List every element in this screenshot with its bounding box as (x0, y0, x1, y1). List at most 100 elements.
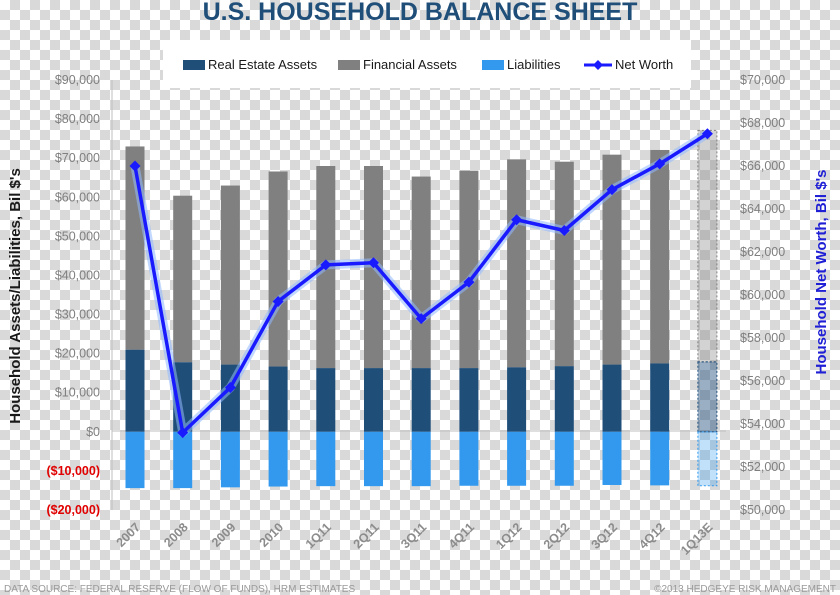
bar-financial-assets-2008 (173, 195, 193, 363)
right-tick-label: $70,000 (740, 73, 785, 87)
x-tick-label-2008: 2008 (161, 520, 191, 550)
net-worth-marker-2q11 (368, 257, 379, 269)
legend-label-net-worth: Net Worth (615, 57, 673, 72)
bar-real-estate-assets-2q11 (364, 368, 383, 432)
bar-series (125, 129, 718, 489)
legend-label-real-estate: Real Estate Assets (208, 57, 318, 72)
bar-financial-assets-3q11 (411, 176, 431, 369)
bar-real-estate-assets-3q12 (602, 364, 622, 432)
net-worth-marker-2009 (224, 381, 236, 393)
net-worth-series (129, 128, 713, 439)
right-axis-ticks: $70,000 $68,000 $66,000 $64,000 $62,000 $60,0… (740, 73, 785, 517)
bar-real-estate-assets-2007 (125, 349, 145, 432)
x-tick-label-2009: 2009 (209, 520, 239, 550)
bar-financial-assets-2009 (220, 185, 240, 365)
net-worth-marker-4q12 (654, 158, 666, 170)
bar-real-estate-assets-1q13e (697, 361, 718, 433)
bar-real-estate-assets-2010 (268, 366, 288, 432)
x-tick-label-4q12: 4Q12 (636, 520, 668, 552)
net-worth-marker-2007 (129, 160, 141, 172)
x-tick-label-2010: 2010 (257, 520, 287, 550)
bar-liabilities-4q12 (650, 431, 670, 486)
net-worth-marker-3q11 (415, 313, 427, 325)
left-tick-label: ($10,000) (46, 464, 100, 478)
bar-financial-assets-2q12 (554, 161, 574, 367)
right-tick-label: $52,000 (740, 460, 785, 474)
net-worth-marker-3q12 (606, 184, 618, 196)
chart-title: U.S. HOUSEHOLD BALANCE SHEET (203, 0, 638, 26)
bar-liabilities-2q12 (554, 431, 574, 486)
x-axis-ticks: 2007 2008 2009 2010 1Q11 2Q11 3Q11 4Q11 1Q12 2Q12… (114, 520, 716, 557)
left-tick-label: $60,000 (55, 190, 100, 204)
bar-financial-assets-3q12 (602, 154, 622, 365)
bar-financial-assets-4q12 (650, 149, 670, 364)
legend-swatch-real-estate (183, 60, 205, 70)
footer-copyright: ©2013 HEDGEYE RISK MANAGEMENT (654, 584, 836, 595)
x-tick-label-2q11: 2Q11 (351, 520, 382, 551)
left-tick-label: $70,000 (55, 151, 100, 165)
x-tick-label-2q12: 2Q12 (541, 520, 573, 552)
left-tick-label: $40,000 (55, 268, 100, 282)
legend-label-financial: Financial Assets (363, 57, 457, 72)
bar-liabilities-1q11 (316, 431, 336, 487)
left-tick-label: $90,000 (55, 73, 100, 87)
left-axis-label: Household Assets/Liabilities, Bil $'s (7, 168, 24, 424)
legend-swatch-liabilities (482, 60, 504, 70)
right-tick-label: $68,000 (740, 116, 785, 130)
right-tick-label: $58,000 (740, 331, 785, 345)
left-tick-label: ($20,000) (46, 503, 100, 517)
x-tick-label-1q12: 1Q12 (493, 520, 525, 552)
bar-liabilities-4q11 (459, 431, 479, 486)
legend-swatch-financial (338, 60, 360, 70)
bar-liabilities-2008 (173, 431, 193, 489)
left-tick-label: $30,000 (55, 308, 100, 322)
chart-legend: Real Estate Assets Financial Assets Liab… (163, 40, 691, 88)
net-worth-marker-2q12 (558, 225, 570, 236)
bar-real-estate-assets-1q11 (316, 368, 336, 432)
net-worth-marker-1q11 (320, 259, 332, 271)
right-tick-label: $54,000 (740, 417, 785, 431)
bar-liabilities-2007 (125, 431, 145, 489)
right-tick-label: $50,000 (740, 503, 785, 517)
left-tick-label: $50,000 (55, 229, 100, 243)
net-worth-marker-1q13e (701, 128, 713, 140)
x-tick-label-1q11: 1Q11 (303, 520, 334, 551)
x-tick-label-1q13e: 1Q13E (678, 520, 715, 557)
right-tick-label: $66,000 (740, 159, 785, 173)
net-worth-marker-2008 (177, 427, 189, 439)
bar-liabilities-3q12 (602, 431, 622, 485)
footer-source: DATA SOURCE: FEDERAL RESERVE (FLOW OF FU… (4, 584, 355, 595)
right-tick-label: $56,000 (740, 374, 785, 388)
net-worth-marker-4q11 (463, 276, 475, 288)
bar-liabilities-1q13e (697, 431, 718, 487)
right-axis-label: Household Net Worth, Bil $'s (813, 170, 830, 375)
net-worth-marker-1q12 (511, 214, 523, 226)
bar-real-estate-assets-3q11 (411, 368, 431, 432)
bar-real-estate-assets-4q12 (650, 363, 670, 432)
net-worth-marker-2010 (272, 295, 284, 307)
right-tick-label: $64,000 (740, 202, 785, 216)
x-tick-label-3q11: 3Q11 (398, 520, 429, 551)
x-tick-label-2007: 2007 (114, 520, 144, 550)
right-tick-label: $60,000 (740, 288, 785, 302)
bar-financial-assets-2010 (268, 171, 288, 367)
bar-real-estate-assets-1q12 (507, 367, 527, 432)
legend-marker-net-worth (593, 60, 603, 70)
left-tick-label: $80,000 (55, 112, 100, 126)
bar-liabilities-2009 (220, 431, 240, 488)
left-tick-label: $10,000 (55, 386, 100, 400)
right-tick-label: $62,000 (740, 245, 785, 259)
bar-liabilities-1q12 (507, 431, 527, 486)
left-tick-label: $0 (86, 425, 100, 439)
bar-liabilities-2010 (268, 431, 288, 487)
bar-real-estate-assets-4q11 (459, 368, 479, 432)
left-tick-label: $20,000 (55, 347, 100, 361)
bar-financial-assets-1q12 (507, 159, 527, 368)
x-tick-label-4q11: 4Q11 (446, 520, 477, 551)
bar-financial-assets-4q11 (459, 170, 479, 369)
bar-liabilities-3q11 (411, 431, 431, 487)
x-tick-label-3q12: 3Q12 (589, 520, 621, 552)
left-axis-ticks: $90,000 $80,000 $70,000 $60,000 $50,000 $40,0… (46, 73, 100, 517)
bar-liabilities-2q11 (364, 431, 383, 487)
